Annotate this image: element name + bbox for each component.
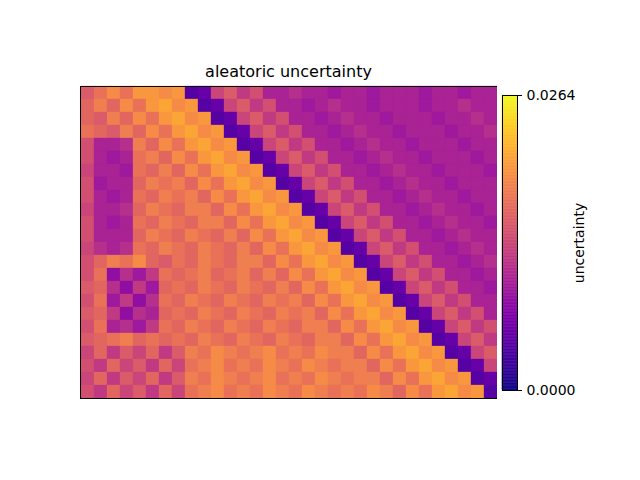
svg-text:0.0264: 0.0264 (527, 87, 576, 103)
svg-text:uncertainty: uncertainty (571, 203, 587, 283)
html-text:aleatoric uncertainty: aleatoric uncertainty (205, 62, 372, 81)
svg-text:0.0000: 0.0000 (527, 382, 576, 398)
